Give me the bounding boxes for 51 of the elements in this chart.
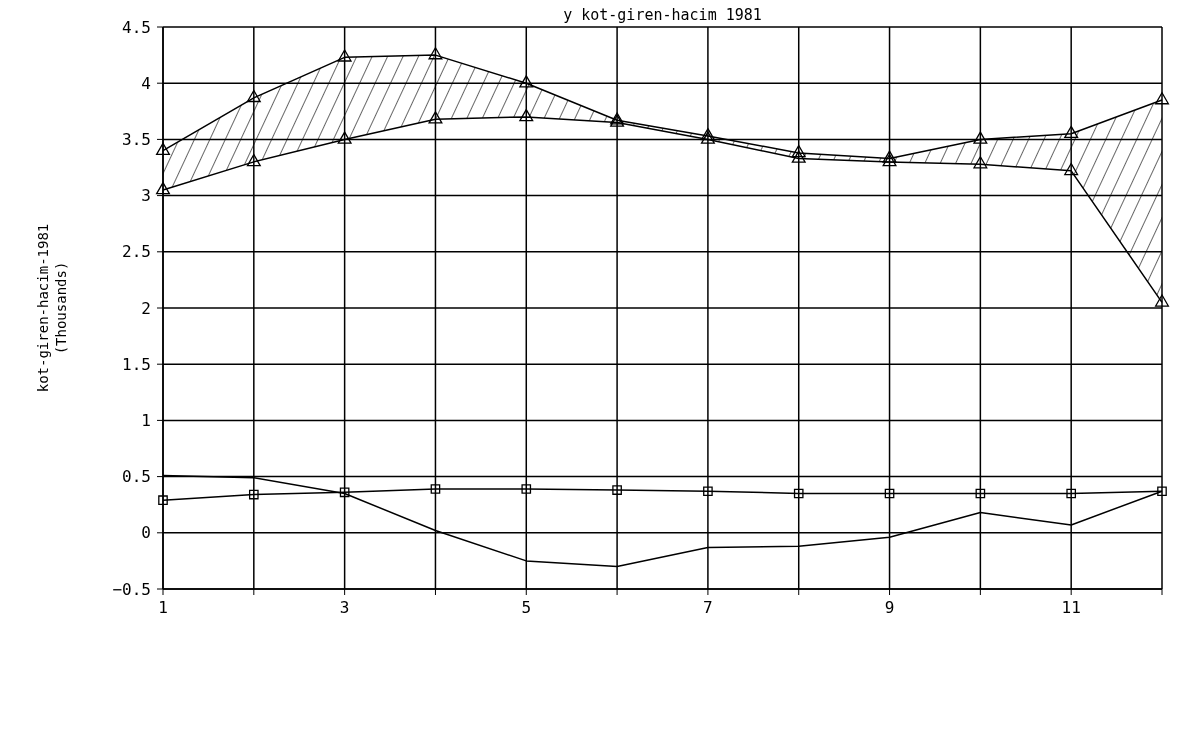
point	[1064, 125, 1079, 139]
y-tick-label: 0.5	[122, 467, 151, 487]
y-axis-title: kot-giren-hacim-1981 (Thousands)	[35, 223, 69, 393]
point	[339, 487, 350, 498]
x-tick-label: 9	[884, 598, 895, 617]
point	[612, 485, 622, 495]
chart-title: y kot-giren-hacim 1981	[563, 6, 762, 24]
point	[1066, 488, 1077, 499]
point	[793, 488, 804, 499]
point	[882, 150, 897, 163]
point	[882, 153, 897, 167]
point	[1157, 486, 1167, 497]
y-tick-label: 1.5	[122, 354, 151, 374]
point	[975, 488, 986, 499]
point	[337, 49, 352, 62]
point	[155, 181, 171, 195]
y-tick-label: 4	[141, 73, 151, 93]
point	[428, 47, 443, 60]
point	[703, 486, 713, 497]
point	[973, 156, 988, 169]
point	[519, 108, 534, 122]
point	[158, 495, 168, 506]
point	[430, 484, 441, 494]
x-tick-label: 11	[1061, 598, 1081, 617]
point	[1154, 92, 1170, 105]
point	[246, 153, 261, 167]
y-tick-label: 2.5	[122, 242, 151, 262]
y-tick-label: 3.5	[122, 130, 151, 149]
point	[246, 89, 261, 103]
point	[1064, 162, 1079, 176]
point	[428, 111, 443, 124]
x-tick-label: 7	[703, 598, 713, 617]
y-tick-label: 0	[141, 523, 151, 543]
y-tick-label: 1	[141, 411, 151, 430]
point	[884, 488, 895, 499]
point	[521, 484, 532, 494]
x-tick-label: 1	[158, 598, 168, 617]
y-tick-label: 4.5	[122, 17, 151, 37]
point	[1154, 294, 1170, 307]
point	[791, 144, 806, 158]
y-tick-label: 2	[141, 298, 151, 318]
point	[155, 142, 171, 155]
point	[973, 131, 988, 144]
x-tick-label: 5	[521, 598, 532, 617]
y-tick-label: 3	[141, 186, 151, 206]
point	[337, 131, 352, 144]
point	[519, 75, 534, 88]
point	[248, 489, 259, 500]
point	[791, 150, 806, 163]
x-tick-label: 3	[339, 598, 350, 617]
y-tick-label: −0.5	[112, 579, 151, 599]
